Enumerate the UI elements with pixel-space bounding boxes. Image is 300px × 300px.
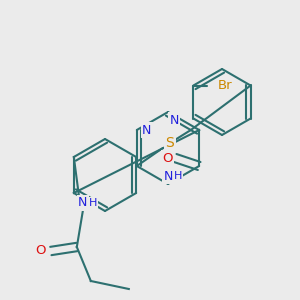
- Text: S: S: [165, 136, 174, 150]
- Text: N: N: [78, 196, 88, 209]
- Text: O: O: [162, 152, 172, 164]
- Text: H: H: [174, 171, 182, 181]
- Text: N: N: [163, 169, 173, 182]
- Text: N: N: [142, 124, 152, 136]
- Text: H: H: [88, 198, 97, 208]
- Text: Br: Br: [218, 79, 233, 92]
- Text: O: O: [36, 244, 46, 257]
- Text: N: N: [169, 113, 179, 127]
